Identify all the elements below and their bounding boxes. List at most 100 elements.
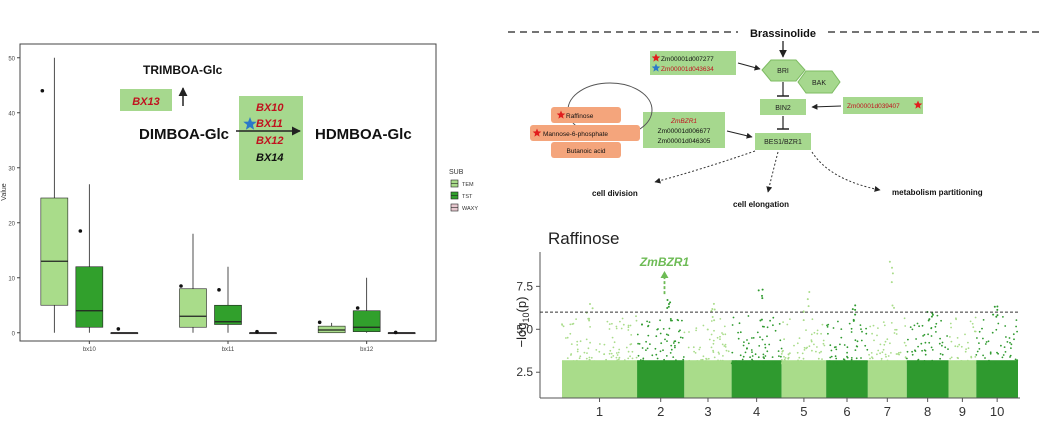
snp-point-peak	[712, 302, 715, 305]
x-tick-label: bx12	[360, 347, 374, 353]
snp-point	[572, 322, 575, 325]
snp-point	[754, 353, 757, 356]
snp-point	[732, 316, 735, 319]
snp-point	[971, 322, 974, 325]
snp-point	[681, 337, 684, 339]
snp-point	[570, 343, 573, 345]
y-tick-label: 20	[8, 221, 15, 227]
snp-point	[915, 362, 918, 365]
star-icon-red-bri	[651, 53, 661, 62]
snp-point	[589, 341, 591, 344]
snp-point	[758, 345, 761, 347]
snp-point	[625, 346, 628, 349]
snp-point	[620, 327, 623, 330]
snp-point	[784, 360, 787, 362]
snp-point	[599, 362, 602, 365]
snp-point	[798, 337, 801, 339]
snp-point	[599, 343, 601, 345]
box-tst	[352, 310, 381, 332]
snp-point	[718, 353, 720, 355]
butanoic-box	[551, 142, 621, 158]
snp-point	[789, 318, 791, 320]
snp-point	[729, 360, 731, 363]
snp-point	[587, 347, 590, 350]
snp-point	[609, 362, 612, 365]
snp-point	[974, 316, 977, 319]
zmbzr1-gwas-arrowhead	[660, 271, 669, 278]
snp-point-peak	[589, 303, 591, 305]
snp-point	[586, 352, 588, 354]
snp-point	[877, 349, 880, 352]
box-outlier	[255, 329, 259, 334]
y-tick-label: 5.0	[516, 322, 533, 336]
snp-point	[787, 357, 790, 359]
boxplot-y-label: Value	[1, 183, 8, 200]
snp-point	[920, 362, 923, 365]
snp-point	[956, 337, 959, 339]
snp-point	[800, 360, 803, 363]
snp-point	[960, 360, 963, 362]
snp-point	[663, 361, 666, 363]
snp-point	[719, 318, 722, 320]
bin2-gene-arrow	[811, 103, 842, 110]
bes1-label: BES1/BZR1	[764, 139, 802, 146]
snp-point	[662, 349, 664, 352]
snp-point	[635, 315, 637, 318]
snp-point	[954, 345, 957, 348]
snp-point	[978, 330, 981, 333]
snp-point-peak	[891, 272, 894, 275]
snp-point	[989, 351, 992, 354]
snp-point	[646, 320, 648, 323]
snp-point	[956, 345, 959, 348]
snp-point	[944, 346, 947, 349]
snp-point	[924, 341, 927, 344]
snp-point-peak	[761, 294, 763, 297]
arrow-cell-division	[654, 150, 756, 184]
snp-point	[672, 342, 675, 344]
snp-point	[579, 355, 582, 358]
cell-elongation-label: cell elongation	[733, 200, 789, 209]
snp-point	[763, 361, 766, 363]
bri-hexagon	[761, 59, 806, 82]
snp-point-peak	[669, 301, 672, 304]
snp-point	[865, 332, 868, 335]
snp-point	[803, 346, 806, 349]
snp-point	[909, 326, 912, 328]
snp-point	[619, 320, 621, 323]
snp-point	[935, 322, 938, 325]
snp-point	[851, 360, 853, 363]
chromosome-band-2	[637, 360, 685, 398]
snp-point	[876, 334, 878, 337]
snp-point	[832, 327, 835, 329]
snp-point	[967, 347, 970, 350]
snp-point	[921, 324, 924, 327]
snp-point	[679, 336, 682, 339]
snp-point	[613, 362, 616, 365]
box-outlier	[317, 320, 322, 325]
snp-point	[1004, 325, 1007, 327]
snp-point-peak	[711, 308, 714, 310]
snp-point	[827, 332, 829, 335]
snp-point	[759, 336, 761, 338]
snp-point	[911, 353, 914, 356]
snp-point	[864, 344, 867, 347]
snp-point	[916, 322, 919, 325]
snp-point	[627, 361, 630, 364]
snp-point-peak	[666, 299, 669, 301]
snp-point	[797, 359, 799, 362]
snp-point	[879, 343, 882, 346]
snp-point	[751, 355, 754, 357]
snp-point	[939, 357, 941, 360]
snp-point	[698, 348, 701, 351]
snp-point	[575, 318, 577, 320]
snp-point	[618, 360, 620, 363]
snp-point	[940, 319, 942, 322]
snp-point	[768, 343, 771, 346]
zmbzr1-gene-box	[643, 112, 725, 148]
snp-point	[958, 343, 961, 346]
snp-point	[707, 361, 709, 363]
snp-point	[939, 337, 941, 340]
mannose-label: Mannose-6-phosphate	[543, 131, 608, 138]
snp-point	[1001, 356, 1004, 359]
snp-point	[840, 328, 843, 330]
